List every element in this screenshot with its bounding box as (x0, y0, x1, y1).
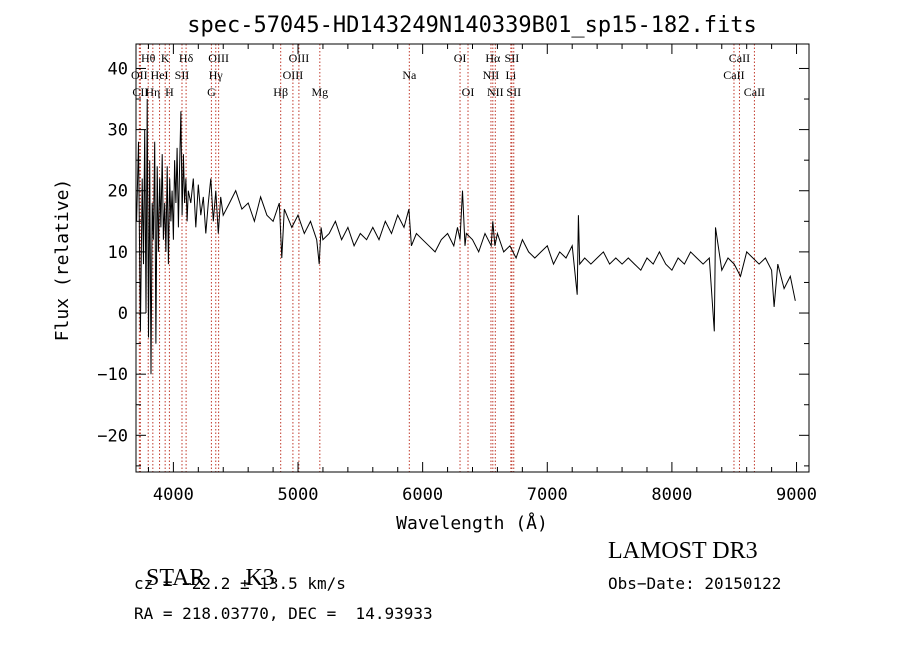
y-tick-label: 40 (108, 59, 128, 79)
line-label-17: OI (454, 51, 467, 65)
obs-date-readout: Obs−Date: 20150122 (608, 574, 782, 593)
line-label-21: NII (487, 85, 504, 99)
x-tick-label: 5000 (278, 485, 319, 505)
line-label-1: OII (131, 68, 148, 82)
y-tick-label: 0 (118, 304, 128, 324)
subclass-label: K3 (245, 565, 275, 591)
line-label-14: OIII (289, 51, 310, 65)
line-label-0: Hθ (141, 51, 156, 65)
y-tick-label: −20 (97, 426, 128, 446)
line-label-18: OI (462, 85, 475, 99)
line-label-8: Hδ (179, 51, 194, 65)
y-axis-label: Flux (relative) (52, 179, 73, 342)
line-label-12: Hβ (273, 85, 288, 99)
line-label-20: Hα (485, 51, 501, 65)
x-tick-label: 8000 (651, 485, 692, 505)
spectral-line-labels: HθOIICIIHηHeIKHSIIHδGHγOIIIHβOIIIOIIIMgN… (131, 51, 765, 99)
survey-label: LAMOST DR3 (608, 538, 758, 564)
line-label-19: NII (483, 68, 500, 82)
object-class: STAR K3 (134, 538, 275, 592)
x-tick-label: 7000 (527, 485, 568, 505)
class-label: STAR (146, 565, 206, 591)
line-label-25: CaII (723, 68, 744, 82)
y-tick-label: 10 (108, 243, 128, 263)
y-tick-label: 30 (108, 121, 128, 141)
line-label-7: SII (175, 68, 190, 82)
line-label-9: G (207, 85, 216, 99)
y-tick-label: 20 (108, 182, 128, 202)
x-tick-label: 9000 (776, 485, 817, 505)
line-label-16: Na (402, 68, 417, 82)
line-label-27: CaII (744, 85, 765, 99)
x-axis-ticks: 4000 5000 6000 7000 8000 9000 (147, 44, 817, 505)
line-label-11: OIII (208, 51, 229, 65)
line-label-24: SII (506, 85, 521, 99)
line-label-22: Li (506, 68, 517, 82)
plot-frame (135, 43, 810, 473)
line-label-3: Hη (145, 85, 160, 99)
line-label-6: H (165, 85, 174, 99)
line-label-4: HeI (151, 68, 169, 82)
line-label-5: K (161, 51, 170, 65)
coordinates-readout: RA = 218.03770, DEC = 14.93933 (134, 604, 433, 623)
x-axis-label: Wavelength (Å) (396, 512, 548, 534)
chart-title: spec-57045-HD143249N140339B01_sp15-182.f… (187, 13, 757, 38)
redshift-readout: cz = −22.2 ± 13.5 km/s (134, 574, 346, 593)
y-tick-label: −10 (97, 365, 128, 385)
x-tick-label: 4000 (153, 485, 194, 505)
flux-series-line (136, 98, 796, 375)
line-label-15: Mg (311, 85, 328, 99)
line-label-13: OIII (283, 68, 304, 82)
y-axis-ticks: −20 −10 0 10 20 30 40 (97, 59, 809, 467)
line-label-23: SII (505, 51, 520, 65)
x-tick-label: 6000 (402, 485, 443, 505)
line-label-10: Hγ (209, 68, 224, 82)
line-label-26: CaII (729, 51, 750, 65)
